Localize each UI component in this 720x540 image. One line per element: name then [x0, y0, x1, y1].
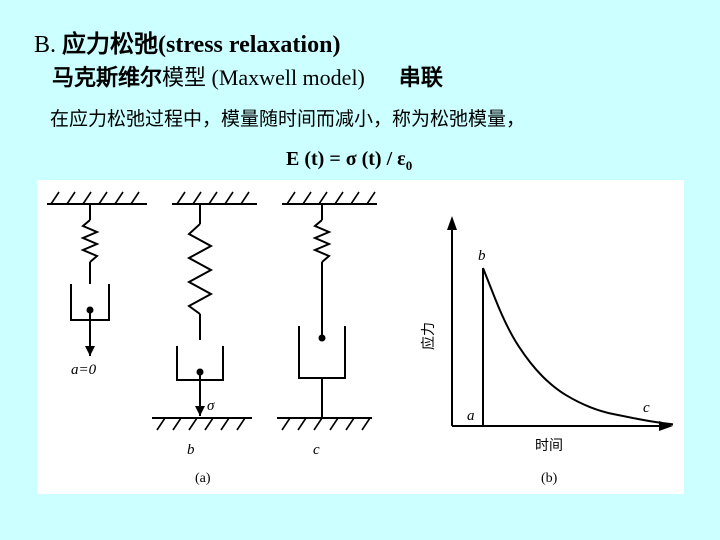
- heading-title-cn: 应力松弛: [62, 30, 159, 58]
- label-c: c: [313, 442, 320, 458]
- model-series: 串联: [398, 66, 443, 91]
- label-b: b: [187, 442, 195, 458]
- model-name-bold: 马克斯维尔: [52, 66, 163, 91]
- wall-hatches-bottom-2: [156, 417, 246, 431]
- model-name-cn: 模型: [162, 66, 207, 91]
- wall-hatches-bottom-3: [281, 417, 371, 431]
- figure: a=0 σ b c (a) b a c 应力 时间 (b): [37, 180, 684, 494]
- model-name-en: (Maxwell model): [206, 65, 365, 90]
- curve-label-c: c: [643, 400, 650, 416]
- spring-1: [80, 219, 100, 263]
- arrow-1: [85, 346, 95, 356]
- stage-2: [152, 204, 252, 419]
- relaxation-curve: [482, 267, 674, 426]
- heading: B. 应力松弛(stress relaxation): [34, 24, 340, 59]
- wall-hatches-top: [50, 191, 376, 205]
- description: 在应力松弛过程中，模量随时间而减小，称为松弛模量，: [50, 108, 526, 130]
- panel-a-caption: (a): [195, 471, 211, 486]
- formula-subscript: 0: [405, 158, 413, 173]
- stage-3: [277, 204, 372, 419]
- label-a-eq-zero: a=0: [71, 362, 97, 378]
- model-line: 马克斯维尔模型 (Maxwell model) 串联: [52, 60, 443, 92]
- piston-3: [318, 334, 326, 342]
- panel-b-caption: (b): [541, 471, 558, 486]
- spring-2: [186, 223, 214, 315]
- formula-main: E (t) = σ (t) / ε: [286, 148, 406, 170]
- x-axis-label: 时间: [535, 438, 563, 454]
- stage-1: [70, 204, 110, 356]
- label-sigma: σ: [207, 398, 215, 414]
- formula: E (t) = σ (t) / ε0: [286, 148, 412, 174]
- curve-label-b: b: [478, 248, 486, 264]
- heading-title-en: (stress relaxation): [158, 32, 341, 58]
- piston-1: [86, 306, 94, 314]
- piston-2: [196, 368, 204, 376]
- heading-prefix: B.: [34, 32, 63, 58]
- curve-label-a: a: [467, 408, 475, 424]
- panel-b-chart: b a c 应力 时间 (b): [420, 216, 674, 486]
- arrow-2: [195, 406, 205, 416]
- spring-3: [312, 219, 332, 263]
- figure-svg: a=0 σ b c (a) b a c 应力 时间 (b): [47, 191, 674, 486]
- y-axis-label: 应力: [420, 322, 437, 350]
- y-axis-arrow: [447, 216, 457, 230]
